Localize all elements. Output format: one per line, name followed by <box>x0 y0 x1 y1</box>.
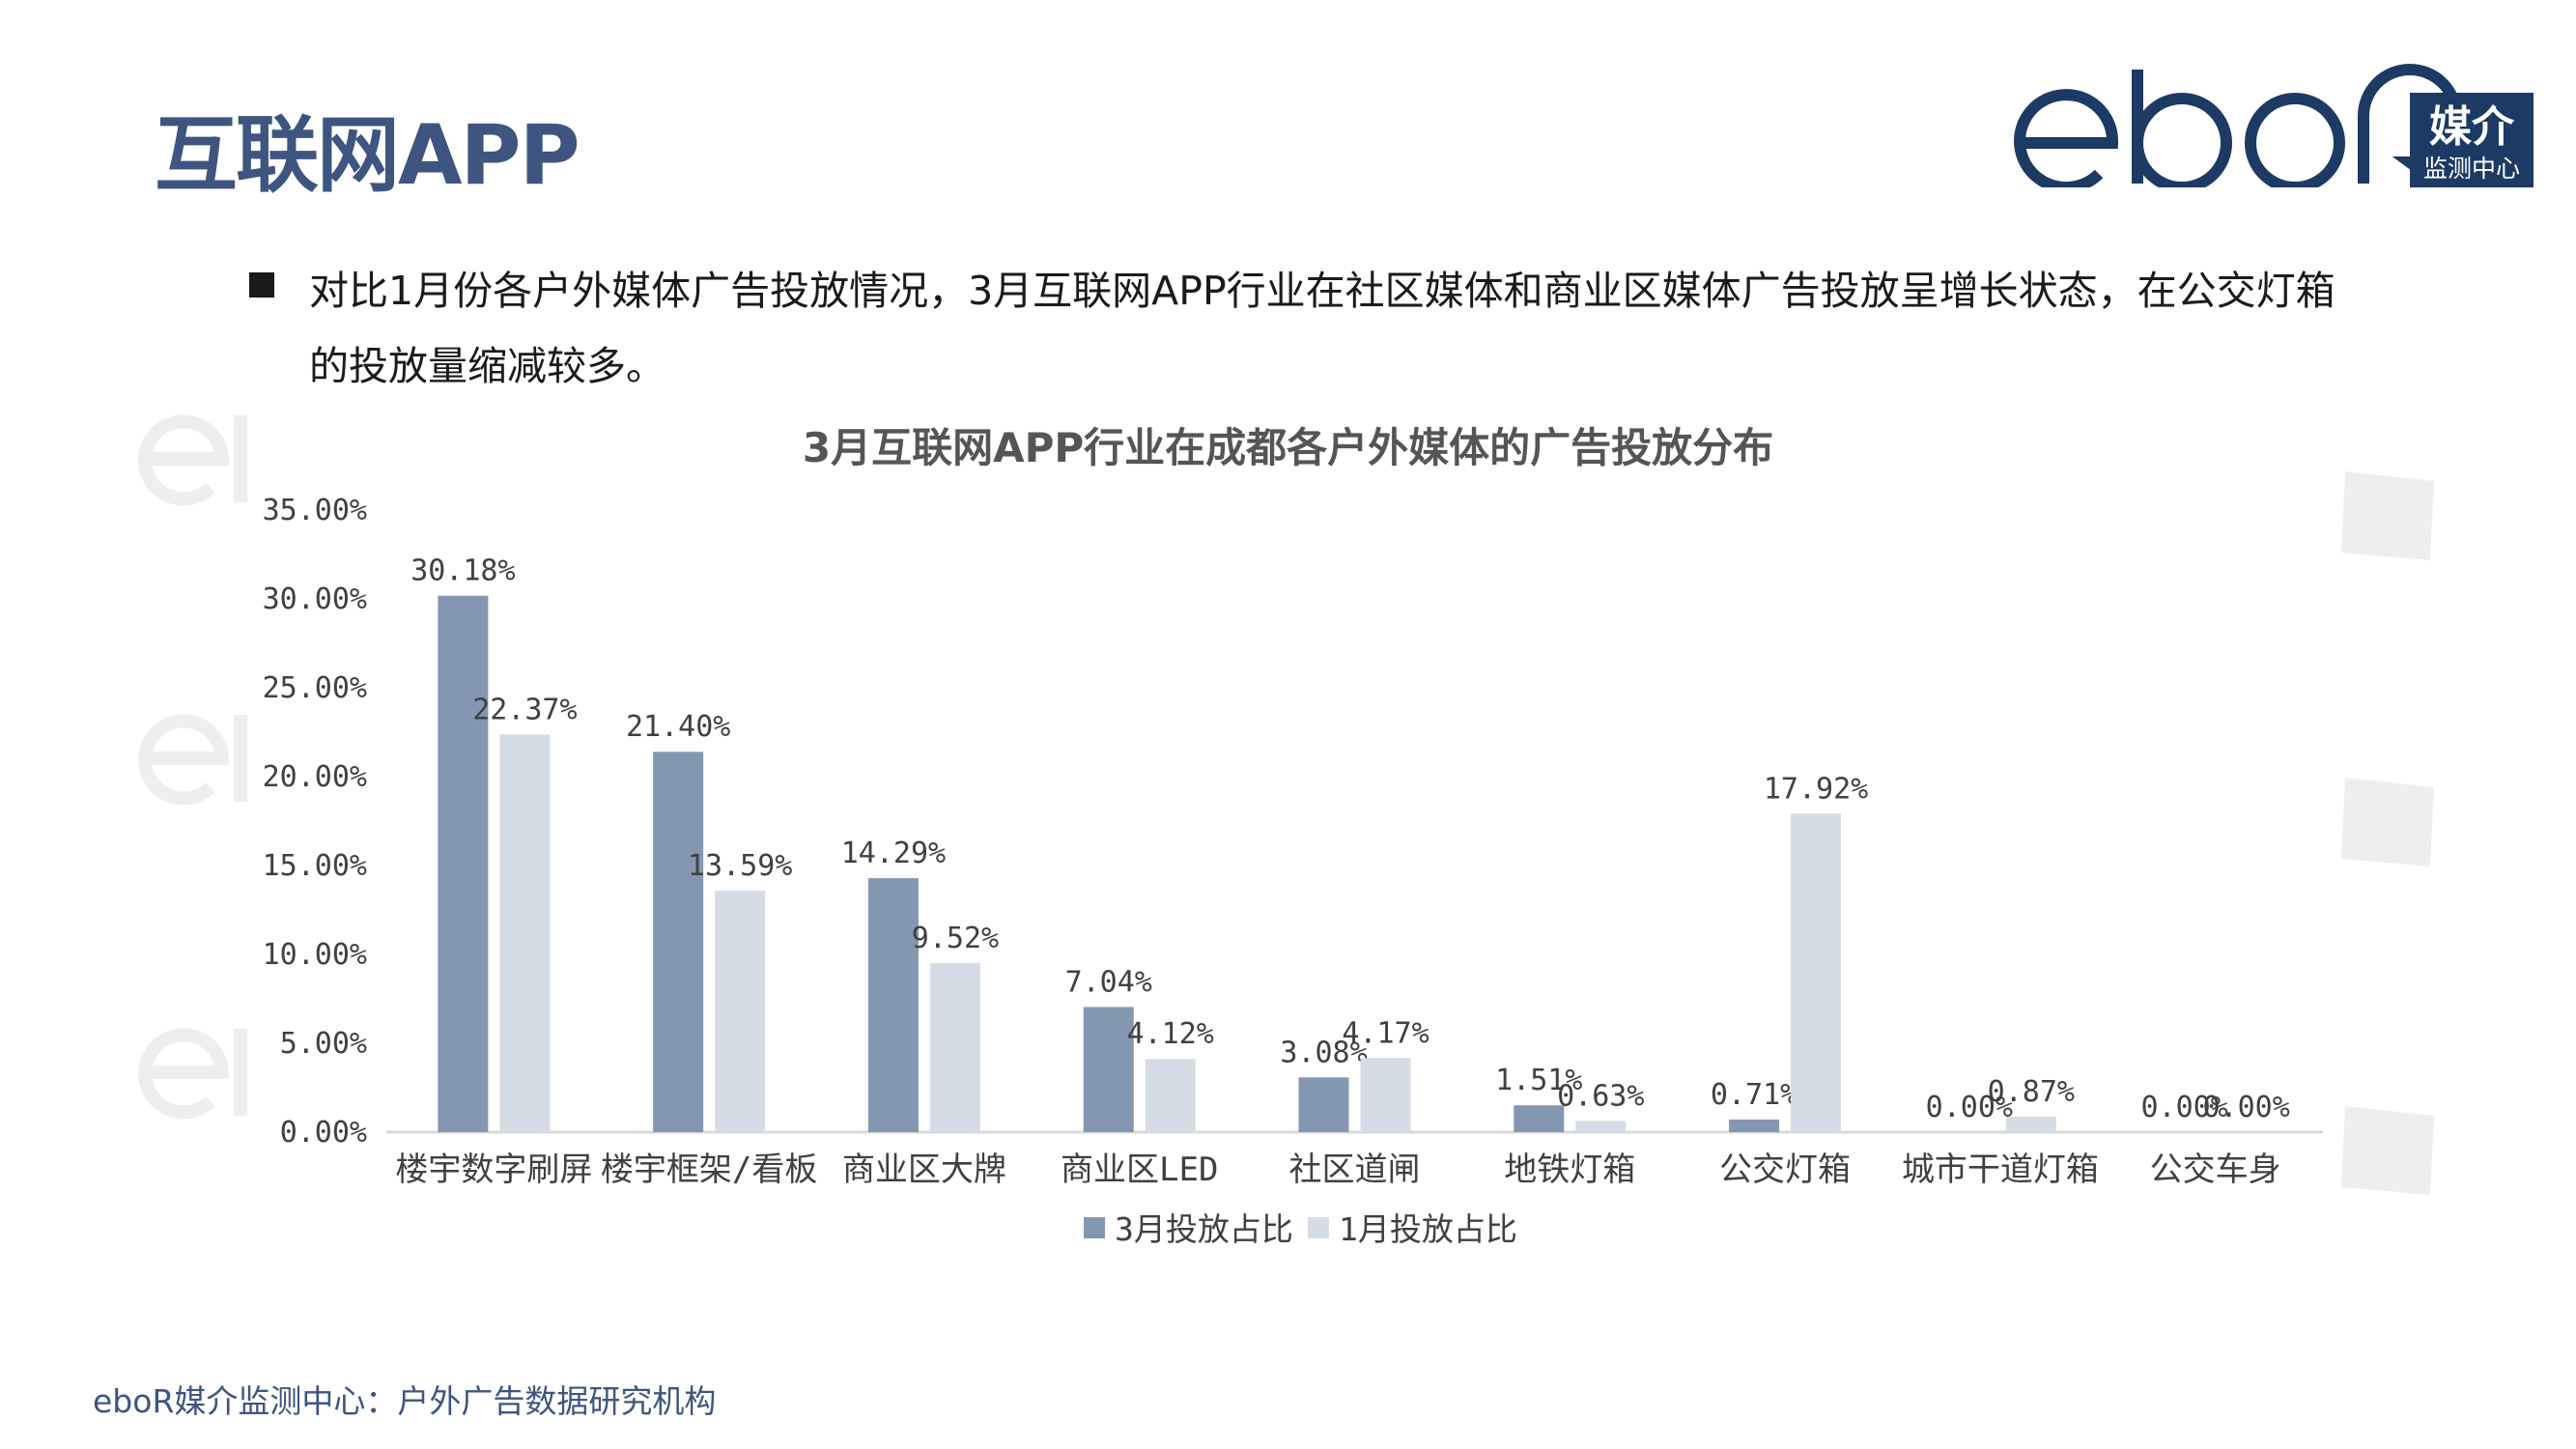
data-label: 4.17% <box>1342 1016 1429 1050</box>
bar-march <box>1514 1105 1565 1132</box>
y-tick-label: 25.00% <box>263 671 367 705</box>
bar-jan <box>1360 1058 1411 1132</box>
watermark-left <box>138 414 247 1120</box>
bar-jan <box>499 734 551 1132</box>
data-label: 0.63% <box>1557 1079 1644 1113</box>
data-label: 1.51% <box>1495 1064 1582 1097</box>
bar-jan <box>1791 813 1842 1132</box>
legend-label: 1月投放占比 <box>1339 1210 1517 1248</box>
y-tick-label: 15.00% <box>263 849 367 883</box>
data-label: 21.40% <box>626 710 730 744</box>
data-label: 9.52% <box>912 922 999 955</box>
y-tick-label: 35.00% <box>263 494 367 527</box>
bar-jan <box>929 962 980 1132</box>
bullet-square-icon <box>249 272 274 298</box>
page-title: 互联网APP <box>155 107 580 204</box>
ebor-logo: 媒介 监测中心 <box>2014 64 2534 187</box>
y-tick-label: 10.00% <box>263 938 367 972</box>
bar-jan <box>2005 1116 2056 1132</box>
data-label: 3.08% <box>1280 1036 1367 1069</box>
x-tick-label: 楼宇框架/看板 <box>601 1151 817 1189</box>
data-label: 0.00% <box>2140 1091 2227 1124</box>
data-label: 22.37% <box>472 693 577 726</box>
bar-march <box>438 595 489 1132</box>
y-tick-label: 0.00% <box>280 1116 367 1150</box>
x-tick-label: 地铁灯箱 <box>1504 1151 1635 1189</box>
data-label: 17.92% <box>1764 772 1868 806</box>
x-tick-label: 商业区LED <box>1061 1151 1218 1189</box>
y-tick-label: 20.00% <box>263 760 367 794</box>
bar-chart: 0.00% 5.00% 10.00% 15.00% 20.00% 25.00% 30.00%… <box>263 494 2323 1248</box>
data-label: 7.04% <box>1065 965 1152 999</box>
x-tick-label: 商业区大牌 <box>842 1151 1006 1189</box>
x-tick-label: 楼宇数字刷屏 <box>395 1151 592 1189</box>
legend-swatch <box>1308 1217 1329 1238</box>
data-label: 30.18% <box>410 554 515 588</box>
x-tick-label: 公交车身 <box>2150 1151 2281 1189</box>
x-tick-label: 公交灯箱 <box>1719 1151 1851 1189</box>
data-label: 0.00% <box>2202 1091 2289 1124</box>
bar-jan <box>715 890 766 1132</box>
data-label: 0.87% <box>1988 1075 2075 1109</box>
summary-text: 对比1月份各户外媒体广告投放情况，3月互联网APP行业在社区媒体和商业区媒体广告… <box>309 268 2335 389</box>
logo-badge-top: 媒介 <box>2429 102 2515 152</box>
bar-jan <box>1575 1121 1627 1132</box>
data-label: 0.71% <box>1711 1078 1798 1112</box>
bar-march <box>1298 1077 1349 1132</box>
data-label: 13.59% <box>688 849 792 883</box>
data-label: 4.12% <box>1127 1017 1214 1051</box>
legend-swatch <box>1084 1217 1105 1238</box>
data-label: 14.29% <box>841 837 946 870</box>
x-tick-label: 城市干道灯箱 <box>1902 1151 2099 1189</box>
bar-march <box>1729 1119 1780 1132</box>
y-tick-label: 5.00% <box>280 1027 367 1061</box>
data-label: 0.00% <box>1926 1091 2013 1124</box>
bar-jan <box>1145 1059 1196 1132</box>
x-tick-label: 社区道闸 <box>1289 1151 1421 1189</box>
y-tick-label: 30.00% <box>263 582 367 616</box>
chart-title: 3月互联网APP行业在成都各户外媒体的广告投放分布 <box>802 424 1774 471</box>
bar-march <box>867 878 919 1132</box>
watermark-right <box>2341 471 2434 1195</box>
footer-text: eboR媒介监测中心：户外广告数据研究机构 <box>93 1382 717 1420</box>
legend-label: 3月投放占比 <box>1115 1210 1293 1248</box>
bar-march <box>1083 1007 1134 1132</box>
logo-badge-bottom: 监测中心 <box>2423 155 2520 183</box>
bar-march <box>653 752 704 1132</box>
